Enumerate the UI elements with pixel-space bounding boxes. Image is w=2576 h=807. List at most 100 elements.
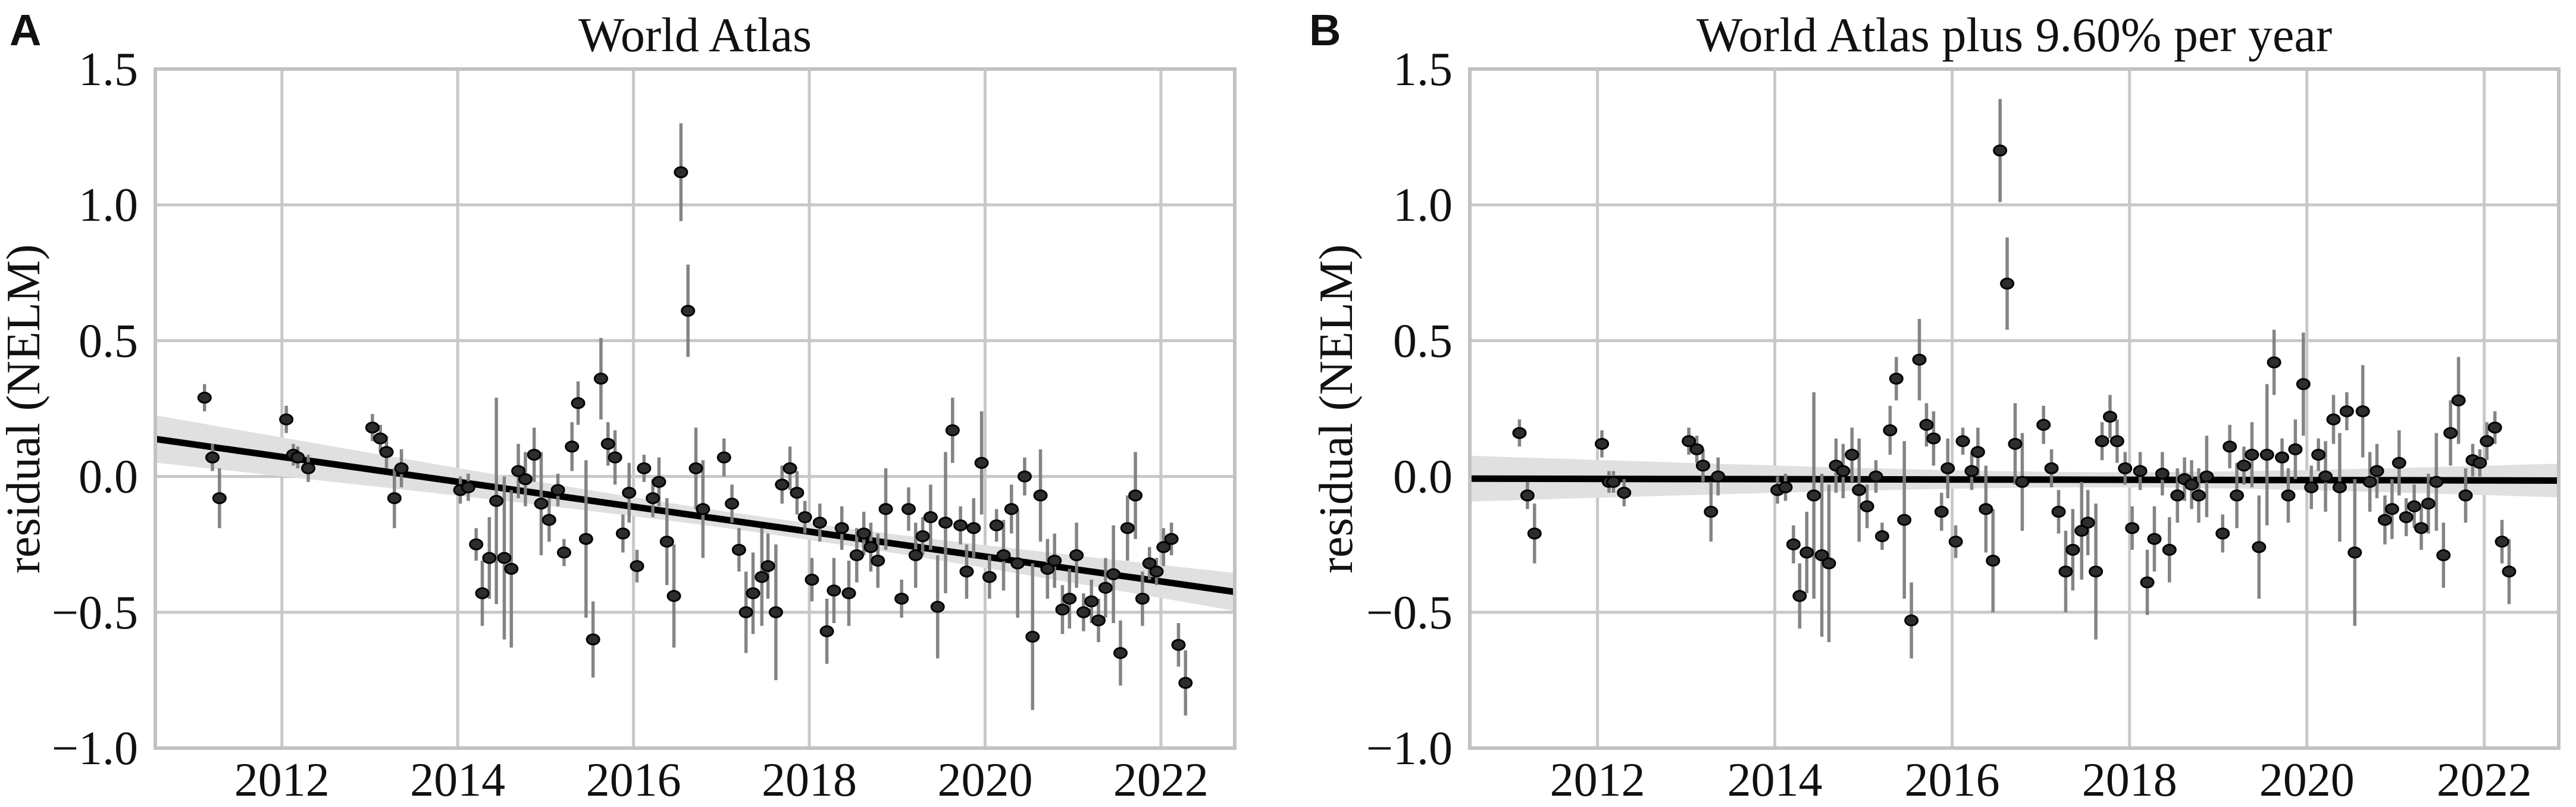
data-point (1149, 565, 1164, 578)
data-point (2326, 413, 2341, 426)
data-point (2487, 421, 2502, 434)
data-point (290, 451, 305, 464)
data-point (556, 546, 571, 559)
data-point (768, 606, 783, 618)
data-point (989, 519, 1004, 531)
data-point (849, 549, 864, 561)
data-point (1926, 432, 1941, 445)
data-point (2051, 505, 2066, 518)
x-tick-label: 2022 (1113, 754, 1209, 806)
data-point (2245, 449, 2259, 461)
data-point (1955, 435, 1970, 448)
data-point (1512, 427, 1527, 439)
y-tick-label: −1.0 (52, 722, 138, 775)
data-point (2494, 536, 2509, 548)
data-point (938, 517, 953, 529)
data-point (1836, 465, 1851, 477)
data-point (674, 166, 688, 179)
data-point (1860, 500, 1874, 512)
data-point (930, 600, 945, 613)
data-point (608, 451, 622, 464)
data-point (1883, 424, 1898, 437)
data-point (1993, 144, 2008, 157)
data-point (637, 462, 652, 474)
data-point (1689, 443, 1704, 455)
data-point (489, 495, 504, 507)
panel-a-plot-area: 1.5 1.0 0.5 0.0 −0.5 −1.0 2012 2014 2016 2018 2020… (52, 43, 1237, 806)
data-point (1979, 503, 1993, 515)
data-point (2304, 481, 2319, 493)
y-tick-label: 1.5 (1393, 43, 1453, 96)
data-point (1113, 647, 1128, 659)
plot-border (154, 67, 1237, 750)
data-point (1934, 505, 1949, 518)
data-point (782, 462, 797, 474)
data-point (1897, 514, 1912, 526)
data-point (2259, 449, 2274, 461)
data-point (1889, 373, 1904, 385)
data-point (2074, 524, 2089, 537)
data-point (2377, 514, 2392, 526)
data-point (571, 397, 586, 409)
data-point (755, 571, 769, 583)
panel-b-y-axis-label: residual (NELM) (1310, 244, 1363, 573)
data-point (1135, 592, 1150, 605)
data-point (1047, 555, 1062, 567)
data-point (1171, 639, 1186, 651)
data-point (511, 465, 526, 477)
data-point (301, 462, 316, 474)
data-point (790, 486, 805, 499)
data-point (212, 492, 227, 505)
data-point (1595, 437, 1610, 450)
data-point (2230, 489, 2245, 502)
panel-b-letter: B (1309, 5, 1341, 55)
data-point (2296, 378, 2311, 390)
data-point (1010, 557, 1025, 570)
data-point (1617, 486, 1632, 499)
panel-a-y-axis-label: residual (NELM) (0, 244, 50, 573)
data-point (2140, 576, 2155, 589)
data-point (2288, 443, 2303, 455)
x-tick-label: 2012 (1550, 754, 1645, 806)
data-point (2184, 478, 2199, 491)
data-point (1084, 595, 1099, 608)
plot-border (1468, 67, 2561, 750)
y-tick-label: 0.5 (1393, 315, 1453, 367)
data-point (775, 478, 790, 491)
data-point (2236, 459, 2251, 472)
x-tick-label: 2022 (2437, 754, 2532, 806)
x-tick-label: 2014 (410, 754, 505, 806)
data-point (827, 584, 841, 597)
y-tick-label: −0.5 (1366, 587, 1453, 639)
data-point (652, 476, 666, 488)
x-tick-label: 2018 (2082, 754, 2177, 806)
data-point (2065, 543, 2080, 556)
y-tick-label: 1.0 (79, 179, 138, 232)
data-point (812, 517, 827, 529)
x-tick-label: 2012 (234, 754, 330, 806)
data-point (2472, 456, 2487, 469)
data-point (534, 498, 549, 510)
y-tick-label: 0.0 (1393, 451, 1453, 503)
data-point (475, 587, 490, 599)
y-tick-label: −1.0 (1366, 722, 1453, 775)
data-point (974, 456, 989, 469)
data-point (2199, 470, 2214, 483)
data-point (945, 424, 960, 437)
data-point (1711, 470, 1726, 483)
data-point (2281, 489, 2296, 502)
data-point (205, 451, 220, 464)
data-point (469, 538, 484, 550)
data-point (841, 587, 856, 599)
data-point (1164, 533, 1179, 545)
data-point (2414, 522, 2429, 534)
data-point (1852, 484, 1867, 496)
data-point (2502, 565, 2516, 578)
data-point (1845, 449, 1860, 461)
y-tick-label: 0.5 (79, 315, 138, 367)
data-point (1904, 614, 1919, 627)
data-point (1799, 546, 1814, 559)
data-point (1792, 590, 1807, 602)
data-point (2480, 435, 2494, 448)
